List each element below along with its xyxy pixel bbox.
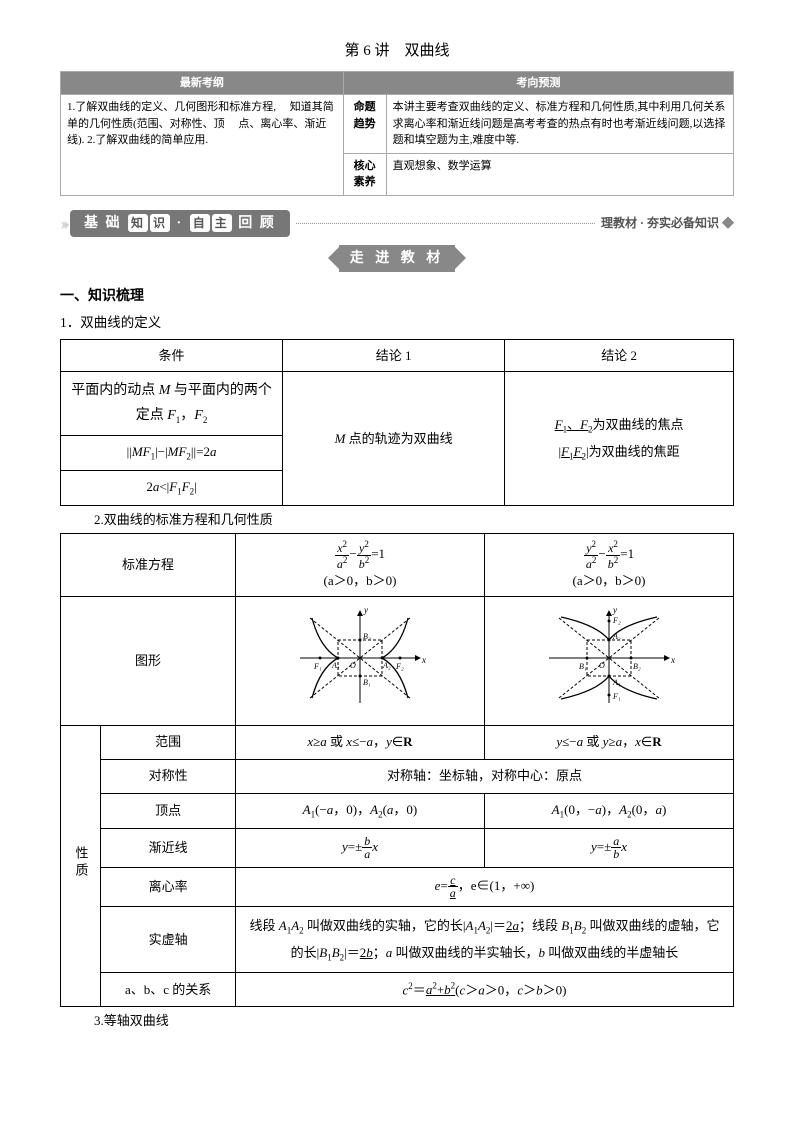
t2-abc-v: c2＝a2+b2(c＞a＞0，c＞b＞0) (235, 973, 733, 1007)
svg-text:B₂: B₂ (363, 632, 371, 641)
t2-prop-label: 性质 (61, 725, 101, 1007)
svg-text:O: O (599, 661, 605, 670)
page-title: 第 6 讲 双曲线 (60, 40, 734, 63)
svg-text:F₁: F₁ (612, 692, 621, 701)
hyperbola-y-icon: x y F₂ F₁ A₂ A₁ B₁ B₂ O (539, 603, 679, 713)
banner-text-2: 回 顾 (238, 216, 276, 231)
section-banner-row: ››› 基 础 知识 · 自主 回 顾 理教材 · 夯实必备知识 ◆ (60, 210, 734, 237)
heading-1-3: 3.等轴双曲线 (94, 1011, 734, 1031)
t2-sym-v: 对称轴：坐标轴，对称中心：原点 (235, 759, 733, 793)
t1-cond1: 平面内的动点 M 与平面内的两个定点 F1，F2 (61, 372, 283, 435)
t1-cond2: ||MF1|−|MF2||=2a (61, 435, 283, 470)
svg-text:A₂: A₂ (382, 661, 391, 670)
properties-table: 标准方程 x2a2−y2b2=1 (a＞0，b＞0) y2a2−x2b2=1 (… (60, 533, 734, 1007)
core-body: 直观想象、数学运算 (386, 153, 733, 195)
svg-text:B₁: B₁ (363, 678, 371, 687)
graph-horizontal: x y F₁ F₂ A₁ A₂ B₂ B₁ O (235, 597, 484, 726)
banner-box-3: 自 (190, 214, 210, 232)
svg-text:O: O (350, 661, 356, 670)
banner-box-1: 知 (128, 214, 148, 232)
syllabus-body: 1.了解双曲线的定义、几何图形和标准方程, 知道其简单的几何性质(范围、对称性、… (61, 95, 344, 196)
th-forecast: 考向预测 (343, 71, 733, 95)
heading-1: 一、知识梳理 (60, 286, 734, 307)
t1-h2: 结论 1 (283, 339, 505, 372)
t1-right: F1、F2为双曲线的焦点 |F1F2|为双曲线的焦距 (505, 372, 734, 506)
t2-axis-v: 线段 A1A2 叫做双曲线的实轴，它的长|A1A2|＝2a；线段 B1B2 叫做… (235, 906, 733, 972)
banner-box-2: 识 (150, 214, 170, 232)
t2-asym1: y=±bax (235, 828, 484, 867)
svg-text:F₂: F₂ (612, 616, 621, 625)
t1-cond3: 2a<|F1F2| (61, 470, 283, 505)
hyperbola-x-icon: x y F₁ F₂ A₁ A₂ B₂ B₁ O (290, 603, 430, 713)
t2-range: 范围 (101, 725, 236, 759)
svg-text:A₂: A₂ (612, 632, 621, 641)
t1-h3: 结论 2 (505, 339, 734, 372)
t2-eq2: y2a2−x2b2=1 (a＞0，b＞0) (484, 534, 733, 597)
sub-banner: 走 进 教 材 (339, 245, 456, 272)
svg-text:F₁: F₁ (313, 662, 322, 671)
t2-range2: y≤−a 或 y≥a，x∈R (484, 725, 733, 759)
t2-abc: a、b、c 的关系 (101, 973, 236, 1007)
t2-row2: 图形 (61, 597, 236, 726)
svg-text:A₁: A₁ (612, 678, 621, 687)
th-syllabus: 最新考纲 (61, 71, 344, 95)
t2-vert: 顶点 (101, 793, 236, 828)
svg-text:y: y (363, 605, 368, 615)
t2-asym2: y=±abx (484, 828, 733, 867)
t1-h1: 条件 (61, 339, 283, 372)
t2-vert2: A1(0，−a)，A2(0，a) (484, 793, 733, 828)
banner-dot: · (177, 216, 184, 231)
svg-text:B₂: B₂ (633, 662, 641, 671)
svg-text:x: x (670, 655, 675, 665)
definition-table: 条件 结论 1 结论 2 平面内的动点 M 与平面内的两个定点 F1，F2 M … (60, 339, 734, 506)
t2-sym: 对称性 (101, 759, 236, 793)
svg-text:y: y (612, 605, 617, 615)
svg-text:B₁: B₁ (579, 662, 587, 671)
t2-axis: 实虚轴 (101, 906, 236, 972)
svg-text:A₁: A₁ (331, 661, 340, 670)
t2-eq1: x2a2−y2b2=1 (a＞0，b＞0) (235, 534, 484, 597)
t2-range1: x≥a 或 x≤−a，y∈R (235, 725, 484, 759)
heading-1-2: 2.双曲线的标准方程和几何性质 (94, 510, 734, 530)
t2-row1: 标准方程 (61, 534, 236, 597)
t2-ecc: 离心率 (101, 867, 236, 906)
banner-dots (296, 222, 595, 224)
t2-asym: 渐近线 (101, 828, 236, 867)
sub-banner-row: 走 进 教 材 (60, 245, 734, 272)
trend-label: 命题 趋势 (343, 95, 386, 154)
section-banner: 基 础 知识 · 自主 回 顾 (70, 210, 290, 237)
graph-vertical: x y F₂ F₁ A₂ A₁ B₁ B₂ O (484, 597, 733, 726)
svg-text:x: x (421, 655, 426, 665)
banner-box-4: 主 (212, 214, 232, 232)
t2-ecc-v: e=ca，e∈(1，+∞) (235, 867, 733, 906)
heading-1-1: 1．双曲线的定义 (60, 313, 734, 333)
banner-right: 理教材 · 夯实必备知识 ◆ (601, 214, 734, 232)
core-label: 核心 素养 (343, 153, 386, 195)
banner-text-1: 基 础 (84, 216, 122, 231)
t2-vert1: A1(−a，0)，A2(a，0) (235, 793, 484, 828)
t1-mid: M 点的轨迹为双曲线 (283, 372, 505, 506)
trend-body: 本讲主要考查双曲线的定义、标准方程和几何性质,其中利用几何关系求离心率和渐近线问… (386, 95, 733, 154)
chevron-icon: ››› (60, 210, 66, 237)
syllabus-table: 最新考纲 考向预测 1.了解双曲线的定义、几何图形和标准方程, 知道其简单的几何… (60, 71, 734, 196)
svg-text:F₂: F₂ (395, 662, 404, 671)
